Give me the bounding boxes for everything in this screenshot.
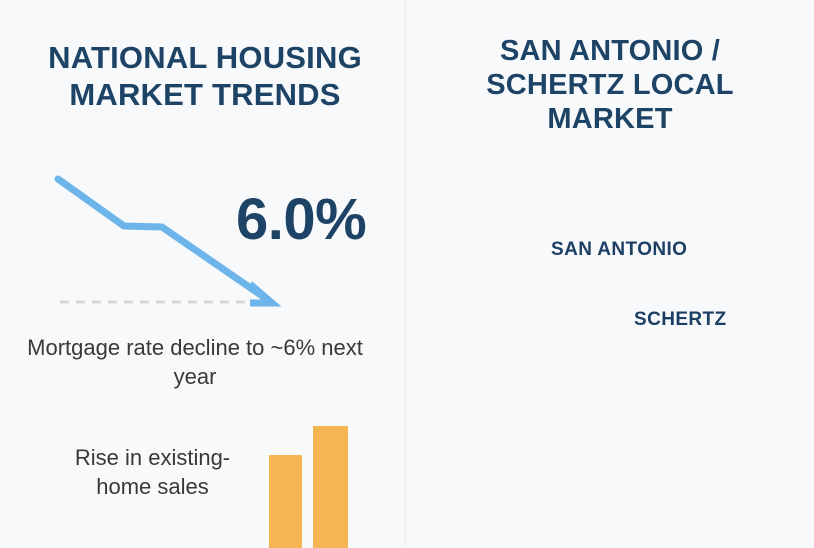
bar-orange-1 bbox=[269, 455, 302, 548]
panel-national-housing: NATIONAL HOUSING MARKET TRENDS 6.0% Mort… bbox=[0, 0, 405, 548]
panel-local-market: SAN ANTONIO / SCHERTZ LOCAL MARKET SAN A… bbox=[406, 0, 814, 548]
page-title-local: SAN ANTONIO / SCHERTZ LOCAL MARKET bbox=[486, 35, 734, 136]
map-label-schertz: SCHERTZ bbox=[634, 309, 727, 330]
existing-home-sales-bar-chart bbox=[269, 426, 348, 548]
mortgage-rate-caption: Mortgage rate decline to ~6% next year bbox=[27, 335, 363, 390]
map-label-san-antonio: SAN ANTONIO bbox=[551, 239, 688, 260]
down-trend-arrow-icon bbox=[247, 281, 282, 307]
headline-percentage: 6.0% bbox=[236, 187, 367, 252]
page-title-national: NATIONAL HOUSING MARKET TRENDS bbox=[48, 40, 362, 112]
existing-home-sales-caption: Rise in existing-home sales bbox=[74, 445, 231, 500]
trend-line bbox=[54, 175, 272, 304]
bar-orange-2 bbox=[313, 426, 348, 548]
panel-divider bbox=[405, 0, 406, 548]
mortgage-rate-line-chart bbox=[54, 175, 282, 307]
